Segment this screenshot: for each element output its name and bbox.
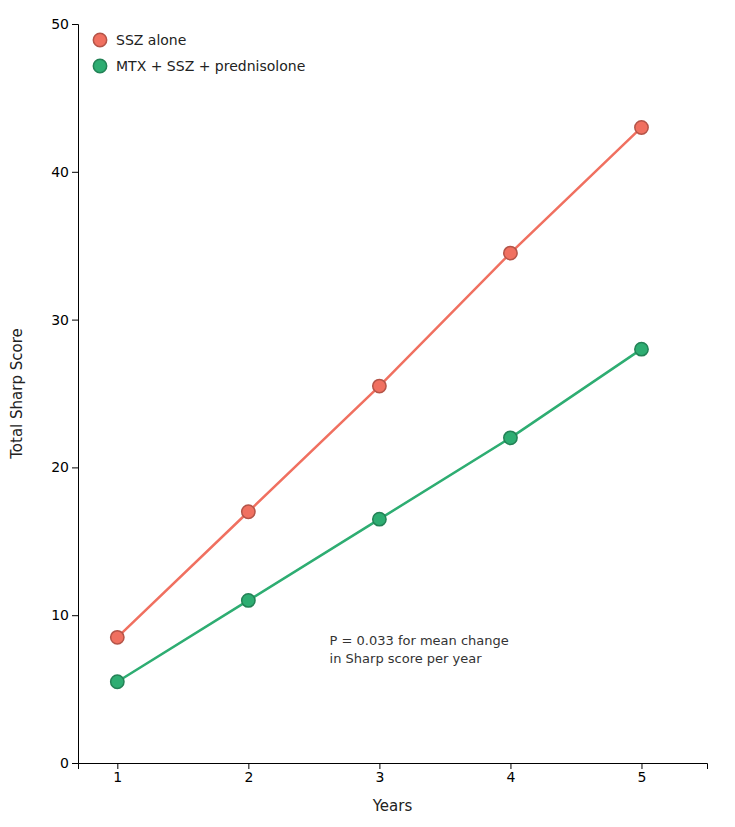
tick-mark (72, 467, 78, 468)
annotation: P = 0.033 for mean change in Sharp score … (330, 633, 509, 666)
tick: 1 (113, 763, 122, 785)
legend-label: MTX + SSZ + prednisolone (116, 58, 305, 74)
tick-mark (72, 763, 78, 764)
tick-mark (72, 320, 78, 321)
point (635, 342, 648, 355)
legend-item: MTX + SSZ + prednisolone (93, 58, 305, 74)
tick-label: 0 (60, 755, 69, 771)
y-axis: 0 10 20 30 40 50 (51, 16, 78, 771)
point (242, 505, 255, 518)
tick: 4 (506, 763, 515, 785)
point (504, 431, 517, 444)
tick-label: 30 (51, 312, 69, 328)
point (111, 675, 124, 688)
chart: 1234501020304050P = 0.033 for mean chang… (0, 0, 735, 827)
legend-label: SSZ alone (116, 32, 186, 48)
axis-line (72, 25, 79, 764)
tick: 20 (51, 459, 78, 475)
x-axis: 1 2 3 4 5 (79, 763, 708, 785)
tick: 50 (51, 16, 78, 32)
tick: 0 (60, 755, 78, 771)
legend-item: SSZ alone (93, 32, 186, 48)
legend-marker (93, 59, 106, 72)
tick-mark (72, 615, 78, 616)
tick-mark (72, 172, 78, 173)
tick: 3 (375, 763, 384, 785)
annotation-line: P = 0.033 for mean change (330, 633, 509, 648)
tick: 2 (244, 763, 253, 785)
tick: 5 (638, 763, 647, 785)
point (373, 512, 386, 525)
legend-marker (93, 33, 106, 46)
tick-label: 4 (506, 769, 515, 785)
tick-label: 3 (375, 769, 384, 785)
point (504, 246, 517, 259)
tick: 30 (51, 312, 78, 328)
tick: 10 (51, 607, 78, 623)
x-axis-title: Years (372, 797, 413, 815)
tick: 40 (51, 164, 78, 180)
legend: SSZ alone MTX + SSZ + prednisolone (93, 32, 305, 74)
tick-label: 1 (113, 769, 122, 785)
point (635, 121, 648, 134)
marks (111, 121, 649, 689)
line (117, 127, 641, 637)
plot: 1234501020304050P = 0.033 for mean chang… (51, 16, 707, 785)
tick-label: 2 (244, 769, 253, 785)
tick-label: 10 (51, 607, 69, 623)
tick-label: 40 (51, 164, 69, 180)
point (373, 379, 386, 392)
tick-label: 20 (51, 459, 69, 475)
y-axis-title: Total Sharp Score (8, 328, 26, 460)
point (242, 594, 255, 607)
line (117, 349, 641, 682)
axis-line (79, 764, 708, 770)
tick-label: 5 (638, 769, 647, 785)
point (111, 631, 124, 644)
annotation-line: in Sharp score per year (330, 651, 483, 666)
tick-mark (72, 24, 78, 25)
tick-label: 50 (51, 16, 69, 32)
